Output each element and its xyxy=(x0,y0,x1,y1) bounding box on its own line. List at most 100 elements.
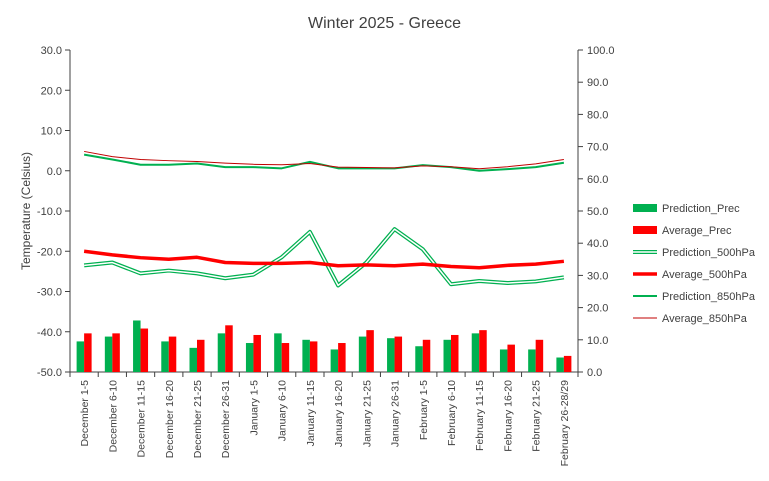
y2-tick-label: 90.0 xyxy=(587,77,608,89)
bar-average-prec xyxy=(84,333,92,372)
y-tick-label: -40.0 xyxy=(37,327,62,339)
x-tick-label: February 11-15 xyxy=(474,380,486,451)
y2-tick-label: 20.0 xyxy=(587,303,608,315)
legend-item-average-850hpa: Average_850hPa xyxy=(633,313,748,325)
x-tick-label: December 6-10 xyxy=(107,380,119,453)
series-prediction-850hpa xyxy=(83,153,565,172)
x-tick-label: February 6-10 xyxy=(446,380,458,446)
x-tick-label: February 21-25 xyxy=(531,380,543,452)
x-tick-label: January 21-25 xyxy=(361,380,373,447)
y2-tick-label: 30.0 xyxy=(587,270,608,282)
bar-average-prec xyxy=(309,341,318,372)
y-tick-label: -30.0 xyxy=(37,287,62,299)
x-tick-label: January 16-20 xyxy=(333,380,345,447)
bar-average-prec xyxy=(422,339,431,372)
bar-average-prec xyxy=(168,336,177,372)
line-average-850hpa xyxy=(84,150,564,170)
bar-average-prec xyxy=(338,343,346,372)
bar-prediction-prec xyxy=(76,341,85,372)
x-tick-label: January 26-31 xyxy=(390,380,402,447)
bar-average-prec xyxy=(507,344,515,372)
legend-item-prediction-850hpa: Prediction_850hPa xyxy=(633,291,756,303)
chart-title: Winter 2025 - Greece xyxy=(308,15,461,32)
legend-swatch xyxy=(633,204,657,212)
series-average-prec xyxy=(84,325,572,372)
bar-average-prec xyxy=(535,339,544,372)
bar-prediction-prec xyxy=(217,333,226,372)
x-tick-label: December 16-20 xyxy=(164,380,176,458)
legend-item-prediction-prec: Prediction_Prec xyxy=(633,203,740,215)
line-prediction-500hpa-inner xyxy=(84,228,564,287)
bar-prediction-prec xyxy=(104,336,113,372)
y-tick-label: -50.0 xyxy=(37,367,62,379)
bar-prediction-prec xyxy=(330,349,339,372)
y2-tick-label: 50.0 xyxy=(587,206,608,218)
bar-average-prec xyxy=(225,325,233,372)
bar-prediction-prec xyxy=(499,349,508,372)
y2-tick-label: 100.0 xyxy=(587,45,615,57)
bar-average-prec xyxy=(112,333,120,372)
y-tick-label: 20.0 xyxy=(41,85,62,97)
y2-tick-label: 80.0 xyxy=(587,109,608,121)
x-tick-label: February 16-20 xyxy=(502,380,514,452)
bar-prediction-prec xyxy=(302,339,310,372)
bar-average-prec xyxy=(281,343,290,372)
y-tick-label: -20.0 xyxy=(37,246,62,258)
y2-tick-label: 10.0 xyxy=(587,335,608,347)
y2-tick-label: 0.0 xyxy=(587,367,602,379)
bar-prediction-prec xyxy=(556,357,564,372)
bar-prediction-prec xyxy=(415,346,423,372)
legend-label: Average_850hPa xyxy=(662,313,748,325)
bar-prediction-prec xyxy=(443,339,451,372)
bar-average-prec xyxy=(479,330,487,372)
bar-prediction-prec xyxy=(387,338,395,372)
x-tick-label: December 1-5 xyxy=(79,380,91,447)
series-average-850hpa xyxy=(84,150,564,170)
y2-tick-label: 40.0 xyxy=(587,238,608,250)
legend-label: Average_Prec xyxy=(662,225,732,237)
bar-average-prec xyxy=(563,355,572,372)
bar-prediction-prec xyxy=(528,349,536,372)
bar-average-prec xyxy=(140,328,149,372)
series-prediction-500hpa xyxy=(83,227,565,288)
y-tick-label: 0.0 xyxy=(47,166,62,178)
bar-prediction-prec xyxy=(358,336,367,372)
legend-item-average-prec: Average_Prec xyxy=(633,225,732,237)
series-prediction-prec xyxy=(76,320,564,372)
x-tick-label: January 11-15 xyxy=(305,380,317,447)
legend-item-prediction-500hpa: Prediction_500hPa xyxy=(633,247,756,259)
y2-tick-label: 60.0 xyxy=(587,174,608,186)
x-tick-label: December 21-25 xyxy=(192,380,204,458)
legend-label: Prediction_850hPa xyxy=(662,291,756,303)
line-average-500hpa xyxy=(83,249,565,270)
y-tick-label: 30.0 xyxy=(41,45,62,57)
x-tick-label: December 11-15 xyxy=(136,380,148,458)
bar-average-prec xyxy=(451,334,459,372)
series-average-500hpa xyxy=(83,249,565,270)
bar-prediction-prec xyxy=(245,343,254,372)
x-tick-label: February 26-28/29 xyxy=(559,380,571,467)
bar-prediction-prec xyxy=(471,333,480,372)
legend-item-average-500hpa: Average_500hPa xyxy=(633,269,748,281)
bar-average-prec xyxy=(197,339,205,372)
x-tick-label: January 6-10 xyxy=(277,380,289,441)
y-tick-label: 10.0 xyxy=(41,126,62,138)
y-axis-title: Temperature (Celsius) xyxy=(19,152,33,270)
bar-average-prec xyxy=(394,336,403,372)
x-tick-label: January 1-5 xyxy=(248,380,260,436)
bar-prediction-prec xyxy=(274,333,282,372)
y-tick-label: -10.0 xyxy=(37,206,62,218)
bar-prediction-prec xyxy=(189,347,197,372)
legend-label: Average_500hPa xyxy=(662,269,748,281)
legend-label: Prediction_Prec xyxy=(662,203,740,215)
x-tick-label: February 1-5 xyxy=(418,380,430,440)
y2-tick-label: 70.0 xyxy=(587,142,608,154)
bar-average-prec xyxy=(366,330,374,372)
plot-layer: 30.0 20.0 10.0 0.0 -10.0 -20.0 -30.0 -40.0 -50.0… xyxy=(37,45,615,466)
legend-swatch xyxy=(633,226,657,234)
x-tick-label: December 26-31 xyxy=(220,380,232,458)
bar-average-prec xyxy=(253,334,261,372)
bar-prediction-prec xyxy=(133,320,141,372)
